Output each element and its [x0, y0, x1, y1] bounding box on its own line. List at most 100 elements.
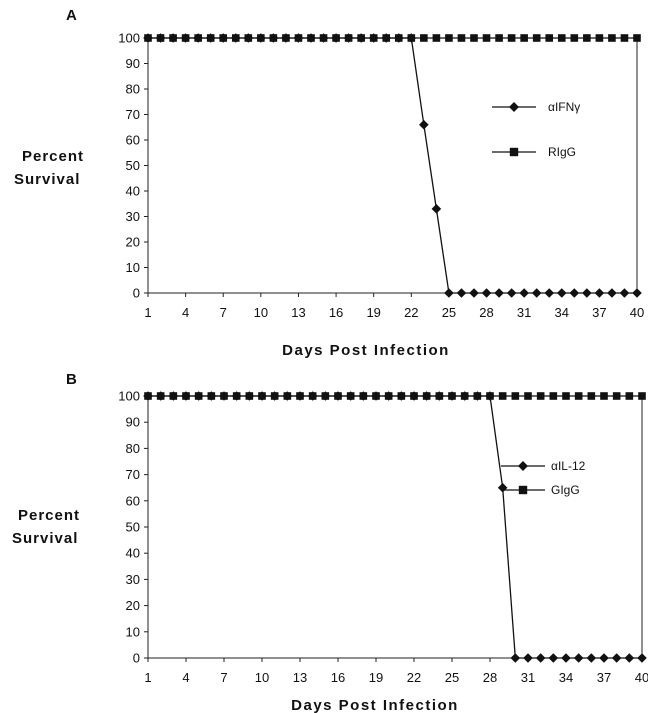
- panel-a-point-square: [181, 34, 190, 42]
- panel-b-legend-square: [518, 485, 528, 495]
- panel-b-xlabel: Days Post Infection: [291, 697, 459, 713]
- panel-a-point-square: [620, 34, 629, 42]
- panel-a-point-diamond: [544, 288, 555, 298]
- panel-a-point-square: [169, 34, 177, 42]
- panel-b-point-square: [308, 392, 317, 400]
- panel-a-point-diamond: [582, 288, 592, 298]
- panel-b-point-square: [397, 392, 406, 400]
- panel-b-point-square: [422, 392, 431, 400]
- panel-a-legend-label: αIFNγ: [548, 100, 580, 114]
- panel-a-point-square: [194, 34, 202, 42]
- panel-b-point-square: [448, 392, 456, 400]
- panel-a-point-square: [495, 34, 503, 42]
- panel-b-point-square: [258, 392, 266, 400]
- panel-a-point-square: [557, 34, 566, 42]
- panel-b-point-square: [270, 392, 279, 400]
- panel-b-legend-label: αIL-12: [551, 459, 586, 473]
- panel-b-point-square: [296, 392, 304, 400]
- panel-b-x-tick-label: 25: [445, 670, 459, 685]
- panel-b-point-diamond: [637, 653, 647, 663]
- panel-a-x-tick-label: 22: [404, 305, 418, 320]
- panel-a-point-square: [407, 34, 416, 42]
- panel-b-x-tick-label: 7: [220, 670, 227, 685]
- panel-b-point-square: [372, 392, 380, 400]
- panel-a-point-square: [445, 34, 453, 42]
- panel-a-point-diamond: [419, 119, 429, 130]
- panel-b-point-square: [245, 392, 254, 400]
- panel-a-point-diamond: [444, 288, 454, 298]
- panel-a-point-square: [520, 34, 528, 42]
- panel-a-point-diamond: [469, 288, 479, 298]
- panel-a-point-diamond: [569, 288, 580, 298]
- panel-a-point-square: [369, 34, 378, 42]
- panel-b-x-tick-label: 4: [182, 670, 189, 685]
- panel-a-ylabel-line2: Survival: [14, 171, 80, 188]
- panel-b-legend-label: GIgG: [551, 483, 580, 497]
- panel-a-point-diamond: [531, 288, 542, 298]
- panel-a-point-diamond: [619, 288, 630, 298]
- panel-b-point-square: [498, 392, 507, 400]
- panel-a-series-line-treatment: [148, 37, 637, 294]
- panel-b-plot-frame: [147, 395, 643, 659]
- panel-a-label: A: [66, 7, 77, 24]
- panel-a-x-tick-label: 28: [479, 305, 493, 320]
- panel-b-point-square: [486, 392, 494, 400]
- panel-a-y-tick-label: 0: [133, 286, 140, 301]
- panel-a-point-square: [219, 34, 228, 42]
- panel-b-point-diamond: [573, 653, 584, 663]
- panel-a-y-tick-label: 40: [126, 184, 140, 199]
- panel-a-x-tick-label: 10: [254, 305, 268, 320]
- panel-a-ylabel-line1: Percent: [22, 148, 84, 165]
- panel-b-x-tick-label: 31: [521, 670, 535, 685]
- panel-b-y-tick-label: 80: [126, 441, 140, 456]
- panel-a-point-square: [545, 34, 554, 42]
- panel-a-x-tick-label: 7: [220, 305, 227, 320]
- panel-b: B Percent Survival Days Post Infection 0…: [12, 371, 648, 713]
- panel-b-y-tick-label: 60: [126, 493, 140, 508]
- panel-a-plot-frame: [147, 37, 638, 294]
- panel-b-point-diamond: [611, 653, 622, 663]
- panel-a-legend-square: [509, 147, 519, 157]
- panel-b-x-tick-label: 16: [331, 670, 345, 685]
- panel-a-y-tick-label: 80: [126, 82, 140, 97]
- panel-b-point-square: [638, 392, 646, 400]
- panel-b-series-line-treatment: [148, 395, 642, 659]
- panel-b-point-square: [524, 392, 532, 400]
- panel-b-point-square: [321, 392, 330, 400]
- panel-b-x-tick-label: 13: [293, 670, 307, 685]
- panel-a-point-square: [457, 34, 466, 42]
- panel-b-point-square: [536, 392, 545, 400]
- panel-b-y-tick-label: 40: [126, 546, 140, 561]
- panel-b-point-square: [384, 392, 393, 400]
- panel-a-point-square: [570, 34, 579, 42]
- panel-b-point-square: [600, 392, 608, 400]
- panel-b-point-square: [334, 392, 342, 400]
- panel-b-ylabel-line2: Survival: [12, 530, 78, 547]
- panel-a-y-tick-label: 10: [126, 260, 140, 275]
- panel-a-xlabel: Days Post Infection: [282, 342, 450, 359]
- panel-b-point-square: [562, 392, 570, 400]
- panel-a-point-square: [244, 34, 253, 42]
- panel-a-point-square: [394, 34, 403, 42]
- panel-a-point-diamond: [594, 288, 605, 298]
- panel-a-point-square: [608, 34, 616, 42]
- panel-a-point-square: [269, 34, 278, 42]
- panel-a-point-diamond: [519, 288, 529, 298]
- panel-b-y-tick-label: 10: [126, 624, 140, 639]
- panel-b-point-square: [511, 392, 520, 400]
- panel-a-point-diamond: [506, 288, 517, 298]
- panel-a-point-square: [482, 34, 491, 42]
- panel-b-x-tick-label: 10: [255, 670, 269, 685]
- panel-b-y-tick-label: 20: [126, 598, 140, 613]
- panel-b-y-tick-label: 100: [118, 389, 140, 404]
- panel-a-x-tick-label: 19: [366, 305, 380, 320]
- panel-b-x-tick-label: 28: [483, 670, 497, 685]
- panel-b-point-square: [612, 392, 621, 400]
- panel-a-x-tick-label: 37: [592, 305, 606, 320]
- panel-a-point-square: [206, 34, 215, 42]
- panel-a-x-tick-label: 31: [517, 305, 531, 320]
- panel-a-point-square: [432, 34, 441, 42]
- panel-a-point-square: [382, 34, 391, 42]
- panel-a-point-square: [307, 34, 315, 42]
